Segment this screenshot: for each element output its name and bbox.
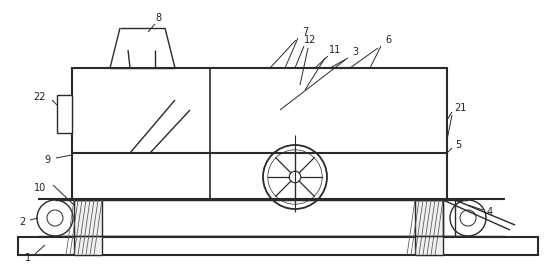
Bar <box>415 200 443 255</box>
Text: 4: 4 <box>487 207 493 217</box>
Text: 1: 1 <box>25 253 31 263</box>
Text: 6: 6 <box>385 35 391 45</box>
Text: 5: 5 <box>455 140 461 150</box>
Bar <box>18 237 538 255</box>
Text: 8: 8 <box>155 13 161 23</box>
Text: 12: 12 <box>304 35 316 45</box>
Text: 7: 7 <box>302 27 308 37</box>
Text: 10: 10 <box>34 183 46 193</box>
Text: 3: 3 <box>352 47 358 57</box>
Text: 9: 9 <box>44 155 50 165</box>
Text: 21: 21 <box>454 103 466 113</box>
Text: 2: 2 <box>19 217 25 227</box>
Bar <box>74 200 102 255</box>
Bar <box>57 95 72 133</box>
Text: 11: 11 <box>329 45 341 55</box>
Bar <box>72 68 447 200</box>
Text: 22: 22 <box>34 92 46 102</box>
